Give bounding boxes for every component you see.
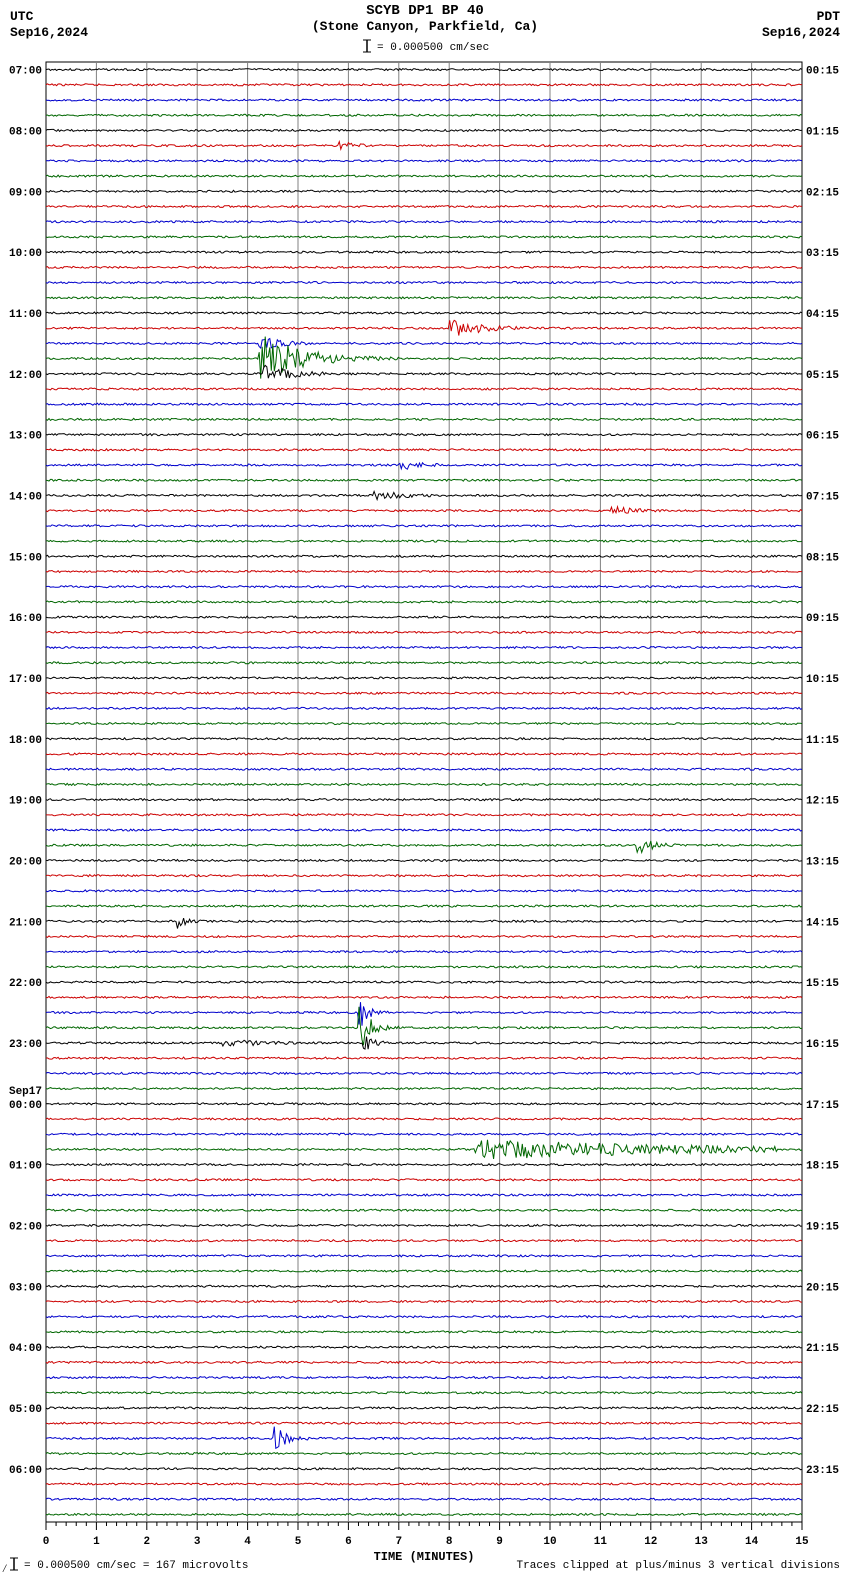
pdt-hour-label: 22:15 — [806, 1404, 839, 1416]
x-tick-label: 4 — [244, 1536, 251, 1548]
utc-hour-label: 22:00 — [9, 978, 42, 990]
x-tick-label: 15 — [795, 1536, 809, 1548]
x-tick-label: 9 — [496, 1536, 503, 1548]
x-tick-label: 1 — [93, 1536, 100, 1548]
utc-date: Sep16,2024 — [10, 25, 88, 40]
x-tick-label: 0 — [43, 1536, 50, 1548]
utc-hour-label: 02:00 — [9, 1221, 42, 1233]
scale-text: = 0.000500 cm/sec — [377, 42, 489, 54]
pdt-date: Sep16,2024 — [762, 25, 840, 40]
plot-subtitle: (Stone Canyon, Parkfield, Ca) — [312, 19, 538, 34]
pdt-hour-label: 17:15 — [806, 1100, 839, 1112]
plot-title: SCYB DP1 BP 40 — [366, 3, 484, 19]
pdt-hour-label: 13:15 — [806, 856, 839, 868]
x-tick-label: 11 — [594, 1536, 608, 1548]
pdt-hour-label: 00:15 — [806, 66, 839, 78]
utc-hour-label: 18:00 — [9, 735, 42, 747]
pdt-hour-label: 18:15 — [806, 1161, 839, 1173]
pdt-hour-label: 19:15 — [806, 1221, 839, 1233]
utc-hour-label: 05:00 — [9, 1404, 42, 1416]
pdt-hour-label: 08:15 — [806, 552, 839, 564]
pdt-hour-label: 11:15 — [806, 735, 839, 747]
x-axis-label: TIME (MINUTES) — [374, 1550, 475, 1564]
pdt-hour-label: 15:15 — [806, 978, 839, 990]
utc-hour-label: 13:00 — [9, 431, 42, 443]
seismogram-plot: SCYB DP1 BP 40(Stone Canyon, Parkfield, … — [0, 0, 850, 1584]
x-tick-label: 8 — [446, 1536, 453, 1548]
pdt-hour-label: 16:15 — [806, 1039, 839, 1051]
utc-hour-label: 03:00 — [9, 1282, 42, 1294]
utc-hour-label: 12:00 — [9, 370, 42, 382]
footer-scale: = 0.000500 cm/sec = 167 microvolts — [24, 1560, 248, 1572]
pdt-hour-label: 09:15 — [806, 613, 839, 625]
x-tick-label: 12 — [644, 1536, 657, 1548]
pdt-hour-label: 21:15 — [806, 1343, 839, 1355]
utc-hour-label: 21:00 — [9, 917, 42, 929]
utc-hour-label: 19:00 — [9, 796, 42, 808]
pdt-label: PDT — [817, 9, 841, 24]
pdt-hour-label: 06:15 — [806, 431, 839, 443]
utc-hour-label: 15:00 — [9, 552, 42, 564]
x-tick-label: 5 — [295, 1536, 302, 1548]
pdt-hour-label: 04:15 — [806, 309, 839, 321]
utc-hour-label: 07:00 — [9, 66, 42, 78]
pdt-hour-label: 23:15 — [806, 1465, 839, 1477]
pdt-hour-label: 20:15 — [806, 1282, 839, 1294]
utc-hour-label: 11:00 — [9, 309, 42, 321]
svg-text:⁄: ⁄ — [1, 1564, 8, 1576]
x-tick-label: 10 — [543, 1536, 556, 1548]
pdt-hour-label: 03:15 — [806, 248, 839, 260]
footer-note: Traces clipped at plus/minus 3 vertical … — [517, 1560, 840, 1572]
pdt-hour-label: 02:15 — [806, 187, 839, 199]
pdt-hour-label: 01:15 — [806, 126, 839, 138]
pdt-hour-label: 07:15 — [806, 491, 839, 503]
utc-hour-label: 17:00 — [9, 674, 42, 686]
utc-hour-label: 14:00 — [9, 491, 42, 503]
utc-hour-label: 00:00 — [9, 1100, 42, 1112]
pdt-hour-label: 05:15 — [806, 370, 839, 382]
x-tick-label: 2 — [143, 1536, 150, 1548]
utc-hour-label: 10:00 — [9, 248, 42, 260]
x-tick-label: 7 — [395, 1536, 402, 1548]
pdt-hour-label: 12:15 — [806, 796, 839, 808]
utc-hour-label: 09:00 — [9, 187, 42, 199]
x-tick-label: 13 — [695, 1536, 709, 1548]
utc-hour-label: 01:00 — [9, 1161, 42, 1173]
x-tick-label: 3 — [194, 1536, 201, 1548]
date-marker: Sep17 — [9, 1086, 42, 1098]
utc-hour-label: 23:00 — [9, 1039, 42, 1051]
x-tick-label: 6 — [345, 1536, 352, 1548]
utc-hour-label: 08:00 — [9, 126, 42, 138]
pdt-hour-label: 14:15 — [806, 917, 839, 929]
utc-hour-label: 20:00 — [9, 856, 42, 868]
x-tick-label: 14 — [745, 1536, 759, 1548]
utc-hour-label: 16:00 — [9, 613, 42, 625]
utc-label: UTC — [10, 9, 34, 24]
pdt-hour-label: 10:15 — [806, 674, 839, 686]
utc-hour-label: 04:00 — [9, 1343, 42, 1355]
utc-hour-label: 06:00 — [9, 1465, 42, 1477]
